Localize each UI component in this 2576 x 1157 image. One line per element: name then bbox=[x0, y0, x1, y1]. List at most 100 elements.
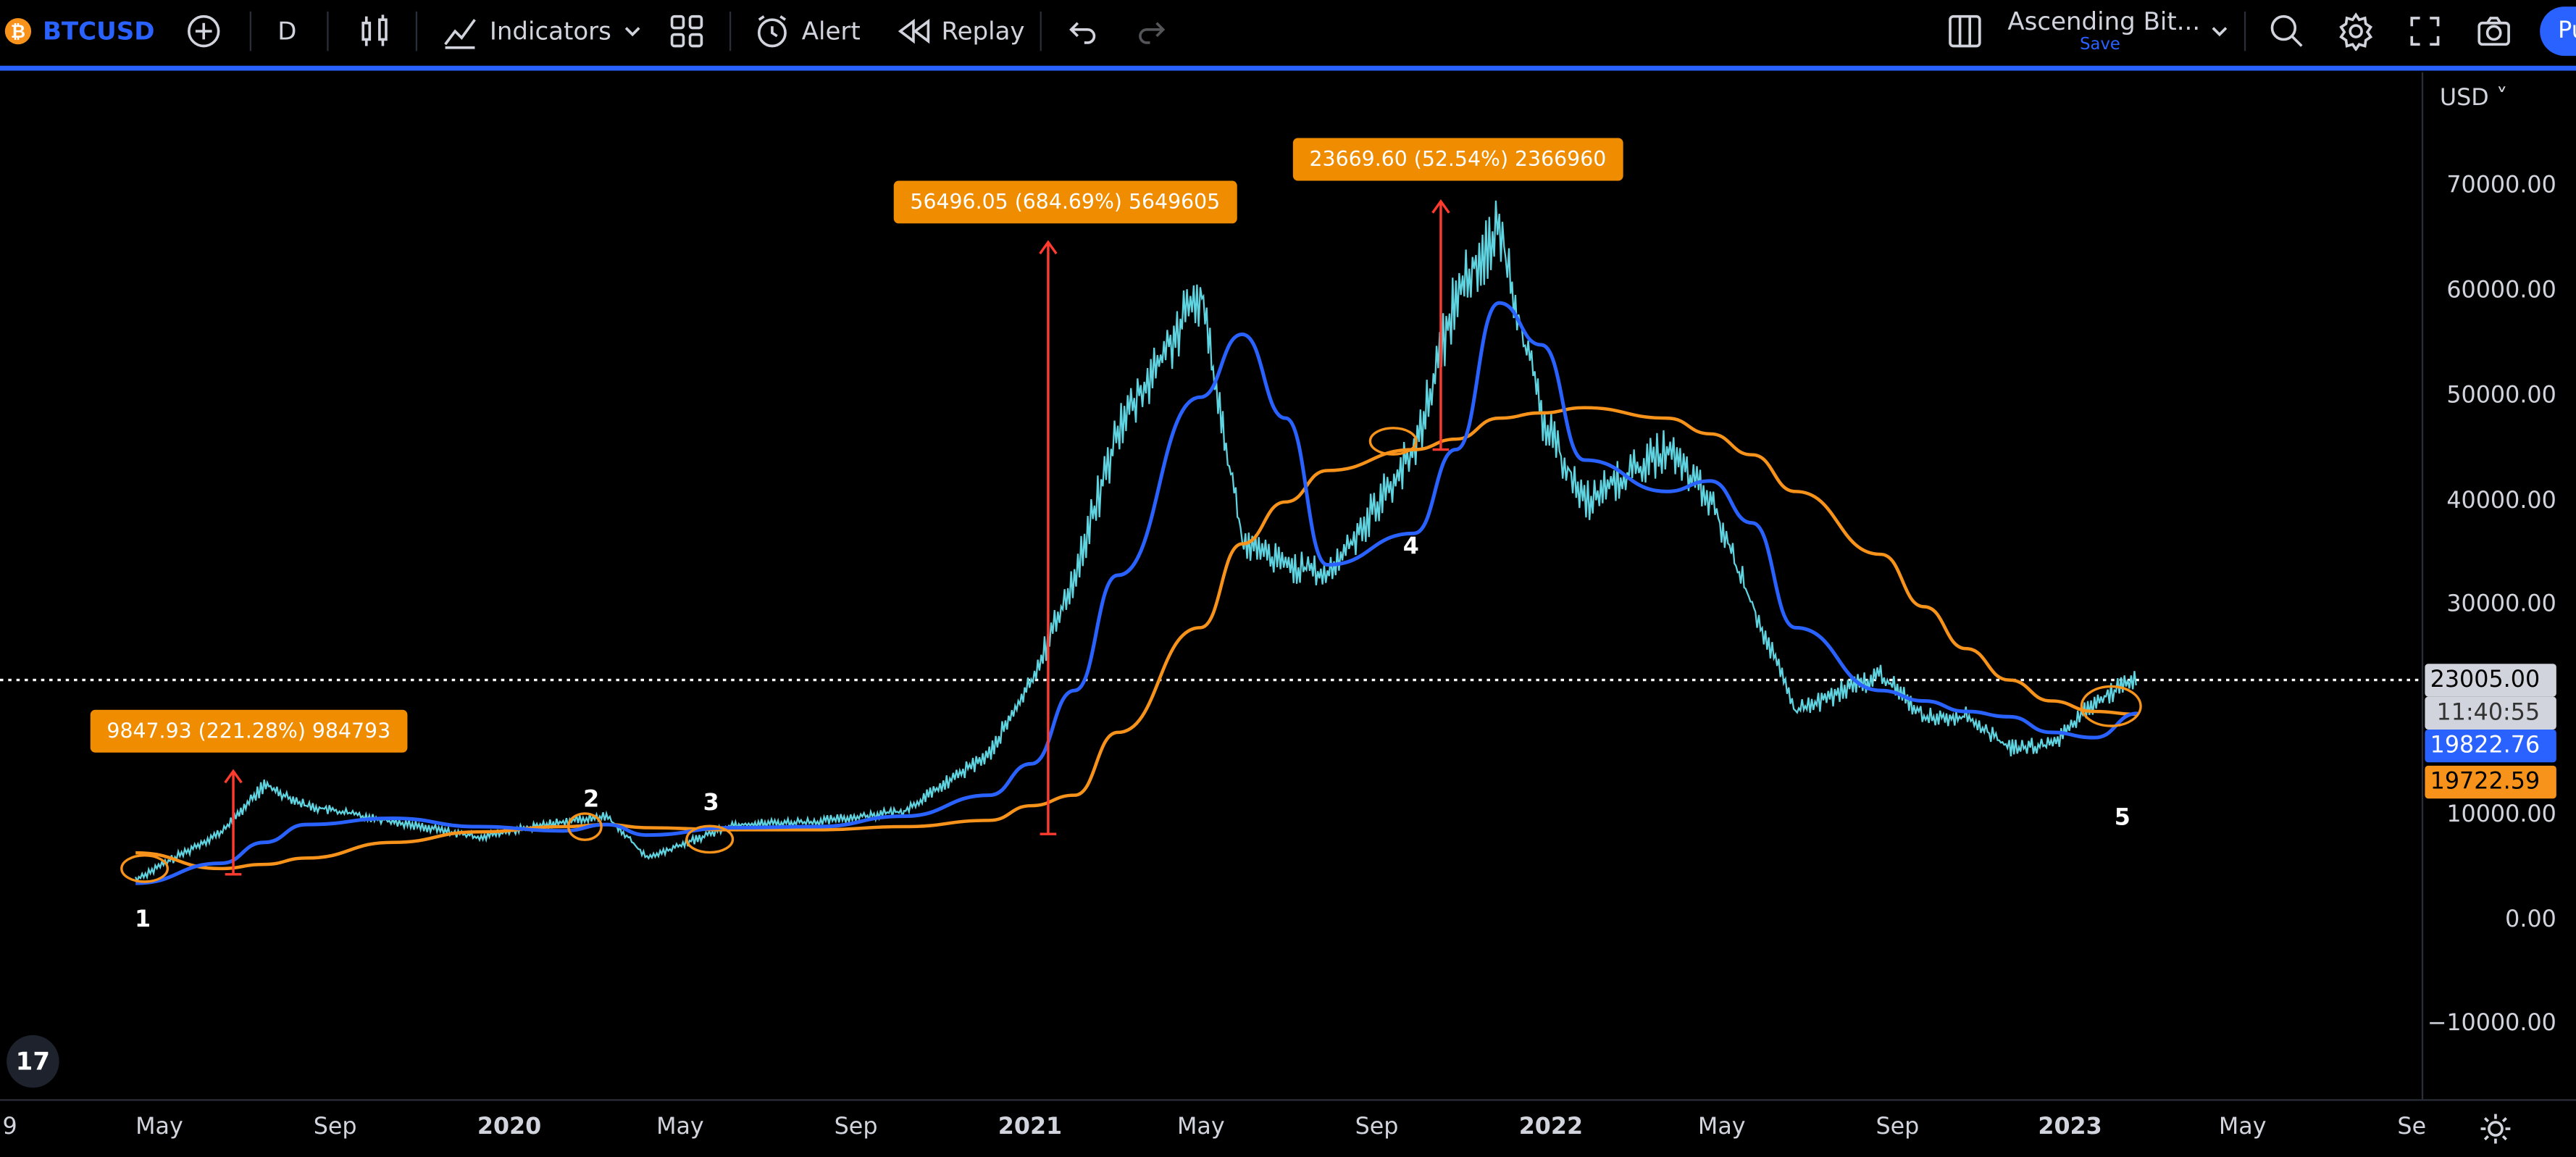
time-tick: 2021 bbox=[998, 1114, 1063, 1140]
divider bbox=[415, 11, 418, 51]
time-tick: 9 bbox=[2, 1114, 17, 1140]
undo-button[interactable] bbox=[1065, 0, 1101, 62]
price-tick: 30000.00 bbox=[2446, 592, 2556, 619]
tradingview-logo[interactable]: 17 bbox=[7, 1035, 59, 1088]
wave-marker-1 bbox=[120, 854, 170, 883]
time-tick: Sep bbox=[313, 1114, 357, 1140]
price-tick: 10000.00 bbox=[2446, 801, 2556, 828]
price-tick: 50000.00 bbox=[2446, 382, 2556, 409]
symbol-search-button[interactable]: ₿ BTCUSD bbox=[4, 0, 155, 62]
time-tick: May bbox=[135, 1114, 183, 1140]
time-tick: 2022 bbox=[1518, 1114, 1584, 1140]
layout-name-button[interactable]: Ascending Bit... Save bbox=[2007, 0, 2200, 62]
time-tick: Se bbox=[2397, 1114, 2427, 1140]
time-tick: Sep bbox=[834, 1114, 878, 1140]
top-toolbar: ₿ BTCUSD D Indicators Alert bbox=[0, 0, 2576, 63]
currency-button[interactable]: USD ˅ bbox=[2439, 85, 2508, 112]
ma-fast-price-label: 19822.76 bbox=[2425, 729, 2556, 763]
divider bbox=[729, 11, 732, 51]
last-price-label: 23005.00 bbox=[2425, 664, 2556, 697]
search-button[interactable] bbox=[2267, 0, 2307, 62]
alarm-clock-icon bbox=[757, 15, 787, 48]
save-link[interactable]: Save bbox=[2080, 35, 2120, 54]
price-series bbox=[135, 200, 2137, 884]
layout-menu-button[interactable] bbox=[2208, 0, 2231, 62]
wave-label-5[interactable]: 5 bbox=[2114, 805, 2130, 832]
wave-marker-3 bbox=[685, 824, 735, 854]
camera-icon bbox=[2477, 17, 2510, 46]
divider bbox=[327, 11, 329, 51]
bitcoin-logo-icon: ₿ bbox=[4, 17, 32, 45]
measure-arrow-1-arrowhead bbox=[224, 769, 243, 784]
grid-icon bbox=[670, 14, 703, 48]
layout-templates-button[interactable] bbox=[667, 0, 706, 62]
replay-button[interactable]: Replay bbox=[895, 0, 1025, 62]
measure-label-1[interactable]: 9847.93 (221.28%) 984793 bbox=[90, 709, 407, 753]
time-tick: Sep bbox=[1875, 1114, 1920, 1140]
logo-text: 17 bbox=[15, 1046, 51, 1077]
gear-icon bbox=[2339, 12, 2373, 51]
active-chart-border bbox=[0, 65, 2576, 71]
alert-button[interactable]: Alert bbox=[753, 0, 861, 62]
interval-label: D bbox=[277, 16, 297, 46]
plus-circle-icon bbox=[187, 14, 220, 48]
settings-button[interactable] bbox=[2336, 0, 2375, 62]
wave-label-2[interactable]: 2 bbox=[583, 787, 600, 814]
divider bbox=[1040, 11, 1042, 51]
time-tick: May bbox=[2218, 1114, 2267, 1140]
time-tick: May bbox=[1697, 1114, 1746, 1140]
svg-text:₿: ₿ bbox=[11, 21, 25, 42]
replay-label: Replay bbox=[941, 16, 1025, 46]
axis-settings-button[interactable] bbox=[2477, 1111, 2514, 1153]
wave-marker-2 bbox=[566, 812, 603, 841]
compare-symbol-button[interactable] bbox=[184, 0, 223, 62]
ma-fast-line bbox=[135, 301, 2138, 885]
sun-gear-icon bbox=[2480, 1114, 2511, 1144]
fullscreen-button[interactable] bbox=[2405, 0, 2444, 62]
indicators-label: Indicators bbox=[489, 16, 611, 46]
chart-type-button[interactable] bbox=[355, 0, 394, 62]
publish-button[interactable]: Pu bbox=[2540, 7, 2576, 57]
time-tick: May bbox=[1177, 1114, 1225, 1140]
chevron-down-icon bbox=[2212, 27, 2228, 37]
symbol-name: BTCUSD bbox=[42, 16, 155, 46]
search-icon bbox=[2270, 14, 2303, 47]
time-axis[interactable]: 9 May Sep 2020 May Sep 2021 May Sep 2022 May Sep 202… bbox=[0, 1099, 2576, 1156]
undo-icon bbox=[1069, 22, 1096, 44]
layout-select-button[interactable] bbox=[1945, 0, 1984, 62]
wave-label-1[interactable]: 1 bbox=[134, 906, 151, 934]
chevron-down-icon bbox=[624, 27, 640, 37]
wave-label-4[interactable]: 4 bbox=[1402, 534, 1419, 561]
measure-label-2[interactable]: 56496.05 (684.69%) 5649605 bbox=[893, 180, 1237, 224]
layout-name: Ascending Bit... bbox=[2007, 7, 2201, 36]
ma-slow-price-label: 19722.59 bbox=[2425, 765, 2556, 799]
fullscreen-icon bbox=[2410, 17, 2440, 46]
price-chart[interactable] bbox=[0, 72, 2422, 1099]
redo-icon bbox=[1139, 22, 1166, 44]
redo-button[interactable] bbox=[1134, 0, 1170, 62]
price-tick: 60000.00 bbox=[2446, 277, 2556, 304]
currency-label: USD bbox=[2439, 85, 2489, 112]
wave-marker-4 bbox=[1368, 427, 1418, 456]
price-axis[interactable]: USD ˅ bbox=[2421, 72, 2576, 1100]
measure-arrow-2-arrowhead bbox=[1039, 240, 1058, 255]
divider bbox=[249, 11, 251, 51]
countdown-label: 11:40:55 bbox=[2425, 696, 2556, 730]
indicators-icon bbox=[444, 19, 476, 49]
time-tick: Sep bbox=[1355, 1114, 1399, 1140]
indicators-button[interactable]: Indicators bbox=[440, 0, 611, 62]
alert-label: Alert bbox=[801, 16, 861, 46]
snapshot-button[interactable] bbox=[2474, 0, 2513, 62]
time-tick: 2023 bbox=[2038, 1114, 2102, 1140]
interval-button[interactable]: D bbox=[277, 0, 296, 62]
chart-pane[interactable] bbox=[0, 72, 2422, 1099]
price-tick: 0.00 bbox=[2505, 906, 2556, 933]
wave-label-3[interactable]: 3 bbox=[703, 790, 719, 817]
measure-label-3[interactable]: 23669.60 (52.54%) 2366960 bbox=[1292, 138, 1623, 181]
indicators-menu-button[interactable] bbox=[621, 0, 644, 62]
price-tick: −10000.00 bbox=[2427, 1011, 2556, 1037]
rewind-icon bbox=[898, 18, 930, 44]
divider bbox=[2243, 11, 2246, 51]
layout-columns-icon bbox=[1949, 14, 1981, 48]
